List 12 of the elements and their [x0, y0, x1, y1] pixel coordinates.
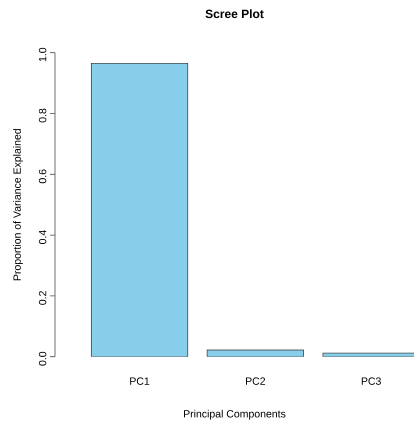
- chart-title: Scree Plot: [206, 9, 264, 18]
- y-tick-label: 0.2: [38, 291, 46, 305]
- y-tick-label: 0.4: [38, 230, 46, 244]
- x-axis-title: Principal Components: [184, 410, 286, 420]
- y-tick-label: 0.0: [38, 352, 46, 366]
- x-tick-label: PC1: [130, 377, 150, 385]
- x-tick-label: PC3: [362, 377, 381, 385]
- y-tick-label: 1.0: [38, 48, 46, 62]
- y-tick-label: 0.6: [38, 169, 46, 184]
- y-tick-label: 0.8: [38, 108, 46, 122]
- y-axis-title: Proportion of Variance Explained: [13, 129, 23, 280]
- x-tick-label: PC2: [246, 377, 266, 385]
